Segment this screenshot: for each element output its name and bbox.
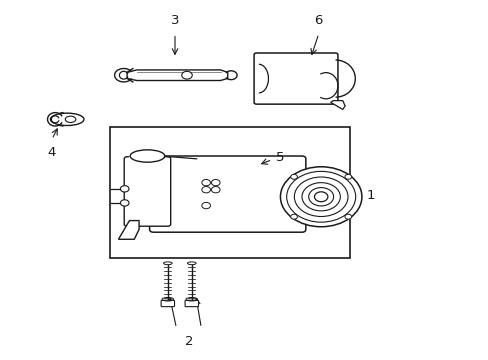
Bar: [129, 154, 159, 161]
Circle shape: [202, 202, 210, 209]
Circle shape: [344, 174, 351, 179]
Text: 6: 6: [314, 14, 322, 27]
Circle shape: [344, 214, 351, 219]
Bar: [110, 127, 349, 258]
Circle shape: [202, 180, 210, 186]
Text: 5: 5: [275, 150, 284, 163]
Text: 1: 1: [366, 189, 374, 202]
Circle shape: [211, 186, 220, 193]
Ellipse shape: [187, 262, 196, 265]
Ellipse shape: [65, 116, 76, 122]
Circle shape: [314, 192, 327, 202]
FancyBboxPatch shape: [149, 156, 305, 232]
Circle shape: [211, 180, 220, 186]
Circle shape: [202, 186, 210, 193]
Text: 4: 4: [47, 147, 56, 159]
Circle shape: [182, 71, 192, 79]
Ellipse shape: [130, 150, 164, 162]
FancyBboxPatch shape: [161, 300, 174, 307]
Ellipse shape: [50, 113, 84, 126]
FancyBboxPatch shape: [254, 53, 337, 104]
Circle shape: [280, 167, 361, 227]
Polygon shape: [118, 221, 139, 239]
Circle shape: [120, 200, 129, 206]
FancyBboxPatch shape: [124, 157, 170, 226]
Circle shape: [290, 214, 297, 219]
Text: 2: 2: [185, 334, 193, 347]
Polygon shape: [127, 70, 227, 81]
Polygon shape: [330, 100, 345, 109]
Ellipse shape: [163, 262, 172, 265]
Circle shape: [120, 186, 129, 192]
FancyBboxPatch shape: [184, 300, 198, 307]
Circle shape: [290, 174, 297, 179]
Text: 3: 3: [170, 14, 179, 27]
